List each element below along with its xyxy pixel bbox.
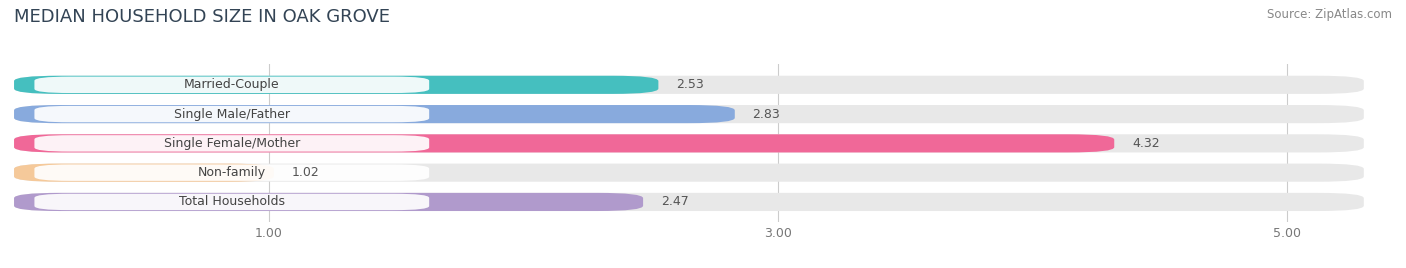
FancyBboxPatch shape	[34, 165, 429, 181]
Text: Total Households: Total Households	[179, 195, 285, 209]
FancyBboxPatch shape	[14, 105, 1364, 123]
FancyBboxPatch shape	[14, 134, 1114, 152]
FancyBboxPatch shape	[14, 134, 1364, 152]
Text: Single Male/Father: Single Male/Father	[174, 107, 290, 121]
Text: Source: ZipAtlas.com: Source: ZipAtlas.com	[1267, 8, 1392, 21]
Text: MEDIAN HOUSEHOLD SIZE IN OAK GROVE: MEDIAN HOUSEHOLD SIZE IN OAK GROVE	[14, 8, 389, 26]
FancyBboxPatch shape	[14, 163, 274, 182]
FancyBboxPatch shape	[14, 76, 1364, 94]
Text: 2.47: 2.47	[661, 195, 689, 209]
FancyBboxPatch shape	[14, 76, 658, 94]
Text: Married-Couple: Married-Couple	[184, 78, 280, 91]
FancyBboxPatch shape	[34, 135, 429, 152]
FancyBboxPatch shape	[14, 105, 735, 123]
Text: 2.53: 2.53	[676, 78, 704, 91]
Text: 4.32: 4.32	[1132, 137, 1160, 150]
FancyBboxPatch shape	[14, 163, 1364, 182]
Text: Single Female/Mother: Single Female/Mother	[163, 137, 299, 150]
FancyBboxPatch shape	[34, 194, 429, 210]
FancyBboxPatch shape	[14, 193, 1364, 211]
Text: Non-family: Non-family	[198, 166, 266, 179]
FancyBboxPatch shape	[34, 77, 429, 93]
FancyBboxPatch shape	[14, 193, 643, 211]
Text: 1.02: 1.02	[291, 166, 319, 179]
FancyBboxPatch shape	[34, 106, 429, 122]
Text: 2.83: 2.83	[752, 107, 780, 121]
